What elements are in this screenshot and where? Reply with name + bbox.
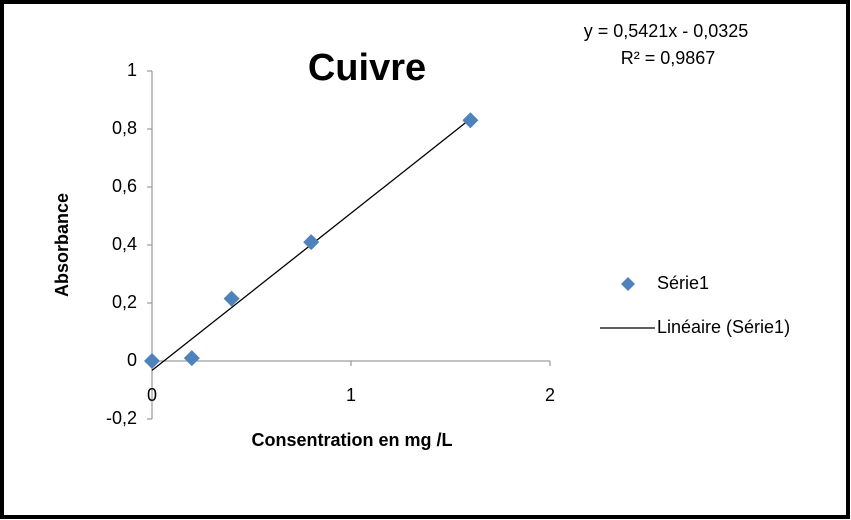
y-tick-label: 0 bbox=[127, 350, 137, 370]
y-tick-label: 0,6 bbox=[112, 176, 137, 196]
legend-label: Série1 bbox=[657, 273, 709, 293]
y-tick-label: 0,4 bbox=[112, 234, 137, 254]
x-axis-label: Consentration en mg /L bbox=[251, 430, 452, 450]
data-point bbox=[223, 290, 240, 307]
y-tick-label: -0,2 bbox=[106, 408, 137, 428]
legend-marker bbox=[621, 277, 635, 291]
trend-r2: R² = 0,9867 bbox=[621, 48, 716, 68]
data-point bbox=[303, 234, 320, 251]
legend-label: Linéaire (Série1) bbox=[657, 317, 790, 337]
y-axis-label: Absorbance bbox=[52, 193, 72, 297]
data-point bbox=[183, 350, 200, 367]
x-tick-label: 0 bbox=[147, 385, 157, 405]
data-point bbox=[144, 353, 160, 369]
x-tick-label: 1 bbox=[346, 385, 356, 405]
y-tick-label: 0,2 bbox=[112, 292, 137, 312]
trend-equation: y = 0,5421x - 0,0325 bbox=[584, 21, 749, 41]
data-point bbox=[462, 112, 479, 129]
chart-title: Cuivre bbox=[308, 47, 426, 89]
y-tick-label: 1 bbox=[127, 60, 137, 80]
x-tick-label: 2 bbox=[545, 385, 555, 405]
y-tick-label: 0,8 bbox=[112, 118, 137, 138]
